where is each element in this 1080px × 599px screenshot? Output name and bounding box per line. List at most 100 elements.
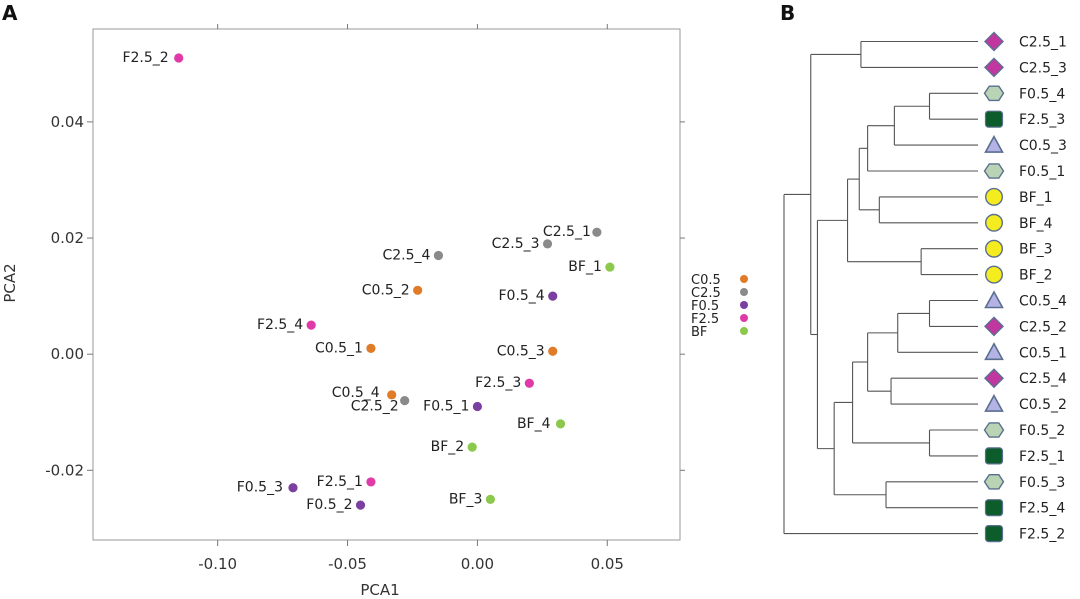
- square-marker: [984, 524, 1004, 543]
- panel-label-b: B: [780, 1, 795, 25]
- circle-marker: [985, 265, 1004, 284]
- data-point: [524, 378, 534, 388]
- y-tick-label: -0.02: [45, 461, 84, 479]
- point-label: F2.5_3: [475, 375, 521, 391]
- leaf-label: C2.5_4: [1019, 371, 1067, 387]
- triangle-marker: [984, 134, 1004, 153]
- y-axis-title: PCA2: [1, 263, 19, 302]
- legend-marker: [740, 301, 748, 309]
- data-point: [555, 419, 566, 429]
- circle-marker: [985, 239, 1004, 258]
- diamond-marker: [984, 316, 1004, 337]
- point-label: C0.5_2: [362, 282, 410, 298]
- circle-marker: [985, 213, 1004, 232]
- point-label: F2.5_1: [317, 474, 363, 490]
- point-label: BF_2: [431, 439, 465, 455]
- leaf-label: F0.5_1: [1019, 164, 1065, 180]
- leaf-label: F2.5_1: [1019, 449, 1065, 465]
- legend-label: BF: [691, 325, 707, 340]
- point-label: C2.5_2: [351, 399, 399, 415]
- hexagon-marker: [983, 422, 1005, 438]
- hexagon-marker: [983, 474, 1005, 490]
- leaf-label: BF_4: [1019, 216, 1053, 232]
- leaf-label: F2.5_3: [1019, 112, 1065, 128]
- x-tick-label: 0.05: [591, 555, 624, 573]
- leaf-label: F0.5_4: [1019, 86, 1065, 102]
- point-label: F0.5_2: [306, 497, 352, 513]
- data-point: [366, 343, 376, 353]
- circle-marker: [985, 187, 1004, 206]
- point-label: F2.5_4: [257, 317, 303, 333]
- point-label: C2.5_4: [382, 247, 430, 263]
- dendrogram-panel: B C2.5_1 C2.5_3 F0.5_4 F2.5_3 C0.5_3 F0.5_1 BF_…: [780, 1, 1067, 543]
- data-point: [400, 396, 410, 406]
- point-label: C0.5_4: [332, 385, 380, 401]
- y-tick-label: 0.04: [51, 113, 84, 131]
- data-point: [472, 401, 483, 412]
- leaf-label: F2.5_4: [1019, 501, 1065, 517]
- point-label: C2.5_3: [492, 236, 540, 252]
- legend-marker: [740, 288, 748, 296]
- leaf-label: BF_2: [1019, 268, 1053, 284]
- square-marker: [984, 447, 1004, 465]
- point-label: BF_3: [449, 491, 483, 507]
- point-label: F2.5_2: [122, 50, 168, 66]
- data-point: [592, 227, 602, 237]
- point-label: F0.5_4: [498, 288, 544, 304]
- data-point: [485, 494, 495, 504]
- x-tick-label: -0.10: [198, 555, 237, 573]
- triangle-marker: [984, 393, 1004, 412]
- point-label: BF_1: [568, 259, 602, 275]
- leaf-label: C0.5_1: [1019, 345, 1067, 361]
- leaf-label: BF_3: [1019, 242, 1053, 258]
- panel-label-a: A: [2, 1, 18, 25]
- legend-label: C2.5: [691, 286, 721, 301]
- leaf-label: C0.5_2: [1019, 397, 1067, 413]
- diamond-marker: [984, 368, 1004, 389]
- data-point: [366, 477, 376, 487]
- leaf-label: C0.5_3: [1019, 138, 1067, 154]
- y-tick-label: 0.00: [51, 345, 84, 363]
- legend-marker: [740, 314, 748, 322]
- x-tick-label: 0.00: [461, 555, 494, 573]
- hexagon-marker: [983, 163, 1005, 179]
- data-point: [433, 250, 444, 261]
- data-point: [288, 483, 298, 493]
- data-point: [387, 390, 397, 400]
- data-point: [542, 239, 553, 249]
- data-point: [413, 285, 423, 295]
- data-point: [548, 346, 558, 356]
- point-label: C2.5_1: [543, 224, 591, 240]
- leaf-label: C2.5_1: [1019, 35, 1067, 51]
- data-point: [548, 291, 558, 301]
- legend-label: F0.5: [691, 299, 719, 314]
- diamond-marker: [984, 31, 1004, 52]
- data-point: [467, 442, 477, 452]
- leaf-label: C2.5_2: [1019, 319, 1067, 335]
- square-marker: [984, 499, 1004, 517]
- data-point: [174, 53, 184, 63]
- leaf-label: C2.5_3: [1019, 60, 1067, 76]
- data-point: [306, 320, 316, 330]
- leaf-label: BF_1: [1019, 190, 1053, 206]
- point-label: C0.5_1: [315, 340, 363, 356]
- legend-marker: [740, 275, 748, 283]
- leaf-label: F2.5_2: [1019, 527, 1065, 543]
- diamond-marker: [984, 57, 1004, 78]
- point-label: BF_4: [517, 416, 551, 432]
- leaf-label: F0.5_3: [1019, 475, 1065, 491]
- plot-frame: [92, 28, 681, 541]
- point-label: F0.5_3: [237, 480, 283, 496]
- triangle-marker: [984, 290, 1004, 309]
- triangle-marker: [984, 342, 1004, 361]
- data-point: [605, 262, 615, 272]
- y-tick-label: 0.02: [51, 229, 84, 247]
- legend-marker: [740, 327, 748, 335]
- hexagon-marker: [983, 85, 1005, 102]
- data-point: [355, 500, 366, 510]
- point-label: F0.5_1: [423, 398, 469, 414]
- leaf-label: C0.5_4: [1019, 294, 1067, 310]
- leaf-label: F0.5_2: [1019, 423, 1065, 439]
- point-label: C0.5_3: [497, 343, 545, 359]
